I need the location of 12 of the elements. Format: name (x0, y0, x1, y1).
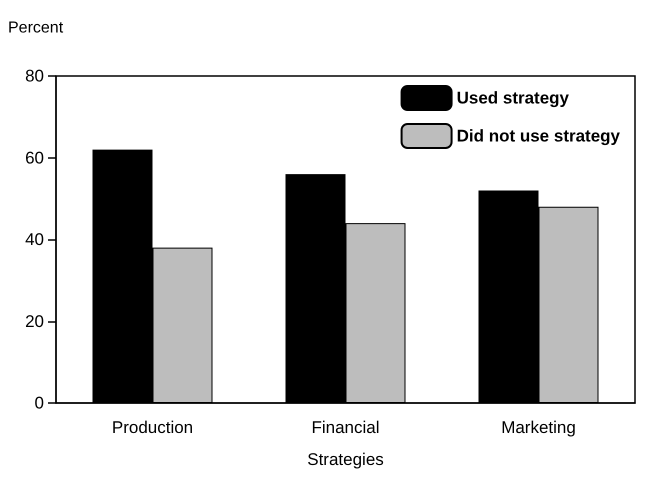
legend-label: Did not use strategy (456, 126, 621, 146)
x-tick-label: Financial (311, 418, 380, 437)
y-tick-label: 0 (34, 394, 44, 412)
y-tick-label: 20 (25, 312, 44, 331)
y-tick-label: 40 (25, 230, 44, 249)
x-tick-label: Marketing (501, 418, 576, 437)
x-tick-label: Production (112, 418, 194, 437)
y-tick-label: 80 (25, 66, 44, 86)
x-axis-title: Strategies (307, 450, 384, 469)
y-axis-title: Percent (8, 20, 64, 36)
y-tick-label: 60 (25, 148, 44, 168)
legend-label: Used strategy (456, 88, 570, 108)
